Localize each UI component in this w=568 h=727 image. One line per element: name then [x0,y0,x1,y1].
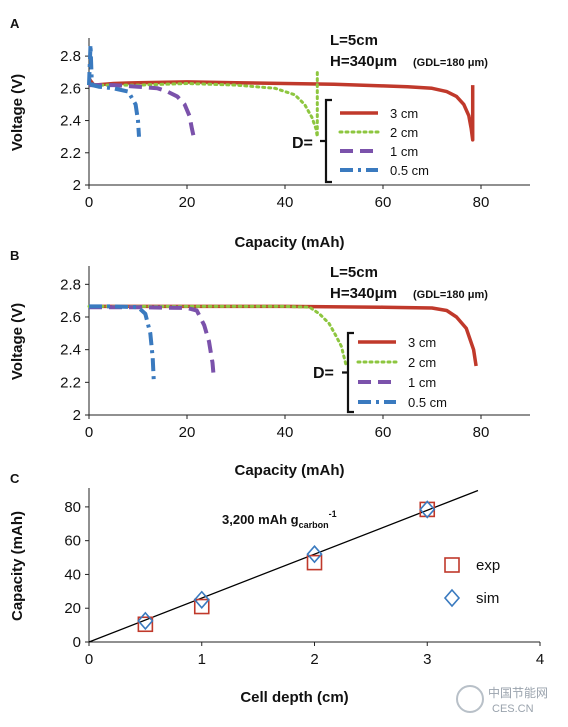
legend-marker-sim [443,588,461,608]
y-tick-label: 2.4 [60,342,81,359]
y-tick-label: 2.6 [60,309,81,326]
data-point-sim [419,500,436,519]
legend-label: sim [476,590,499,607]
legend-label: 0.5 cm [408,395,447,410]
legend-label: 1 cm [408,375,436,390]
fit-annotation: 3,200 mAh gcarbon-1 [222,509,337,530]
series-line-2-cm [87,304,348,368]
data-point-sim [137,611,154,631]
x-tick-label: 2 [310,651,318,668]
legend-bracket [342,331,354,414]
data-point-sim [193,590,210,609]
x-tick-label: 40 [277,424,294,441]
y-tick-label: 60 [64,533,81,550]
y-tick-label: 2.8 [60,48,81,65]
x-tick-label: 0 [85,651,93,668]
y-tick-label: 2.2 [60,145,81,162]
x-tick-label: 20 [179,424,196,441]
legend-label: 2 cm [390,125,418,140]
panel-b-letter: B [10,248,19,263]
fit-line [88,489,479,643]
y-axis-label: Voltage (V) [9,303,26,380]
y-tick-label: 2 [73,407,81,424]
y-tick-label: 2.8 [60,276,81,293]
y-tick-label: 2.2 [60,374,81,391]
legend-label: exp [476,557,500,574]
series-line-1-cm [89,83,197,141]
watermark-text: 中国节能网 [488,685,548,700]
annotation-height: H=340μm [330,285,397,302]
panel-a-letter: A [10,16,20,31]
panel-c-letter: C [10,471,20,486]
y-tick-label: 80 [64,499,81,516]
y-axis-label: Capacity (mAh) [9,511,26,621]
annotation-gdl: (GDL=180 μm) [413,289,488,301]
annotation-gdl: (GDL=180 μm) [413,57,488,69]
y-tick-label: 0 [73,634,81,651]
series-line-2-cm [87,67,319,139]
legend-title: D= [292,135,313,152]
data-point-sim [306,544,323,564]
watermark-url: CES.CN [492,703,534,715]
panel-a: A 2 2.2 2.4 2.6 2.8 0 20 40 60 80 Capacity (mAh) Vol… [9,16,530,251]
x-axis-label: Capacity (mAh) [234,462,344,479]
legend-label: 2 cm [408,355,436,370]
series-line-3-cm [87,77,475,142]
x-tick-label: 40 [277,194,294,211]
y-tick-label: 2.6 [60,80,81,97]
y-tick-label: 2.4 [60,113,81,130]
legend-bracket [320,98,332,184]
legend-marker-exp [444,557,460,573]
y-axis-label: Voltage (V) [9,74,26,151]
data-point-exp [419,501,436,518]
data-point-exp [193,598,210,615]
annotation-height: H=340μm [330,53,397,70]
legend-label: 1 cm [390,144,418,159]
legend-title: D= [313,365,334,382]
series-line-0-5-cm [87,42,141,137]
x-axis-label: Cell depth (cm) [240,689,348,706]
data-point-exp [306,554,323,571]
watermark-logo-icon [456,685,484,713]
annotation-length: L=5cm [330,32,378,49]
x-tick-label: 80 [473,194,490,211]
y-tick-label: 40 [64,566,81,583]
legend-label: 0.5 cm [390,163,429,178]
x-tick-label: 80 [473,424,490,441]
y-tick-label: 20 [64,600,81,617]
x-tick-label: 0 [85,194,93,211]
annotation-length: L=5cm [330,264,378,281]
legend-label: 3 cm [390,106,418,121]
x-axis-label: Capacity (mAh) [234,234,344,251]
x-tick-label: 20 [179,194,196,211]
x-tick-label: 60 [375,194,392,211]
x-tick-label: 60 [375,424,392,441]
panel-b: B 2 2.2 2.4 2.6 2.8 0 20 40 60 80 Capacity (mAh) Vol… [9,248,530,479]
x-tick-label: 1 [198,651,206,668]
y-tick-label: 2 [73,177,81,194]
x-tick-label: 0 [85,424,93,441]
legend-label: 3 cm [408,335,436,350]
series-line-0-5-cm [89,304,156,380]
panel-c: C 0 20 40 60 80 0 1 2 3 4 Cell depth (cm) Capacity (… [9,471,544,706]
watermark: 中国节能网 CES.CN [456,685,548,715]
data-point-exp [137,616,154,633]
x-tick-label: 4 [536,651,544,668]
x-tick-label: 3 [423,651,431,668]
